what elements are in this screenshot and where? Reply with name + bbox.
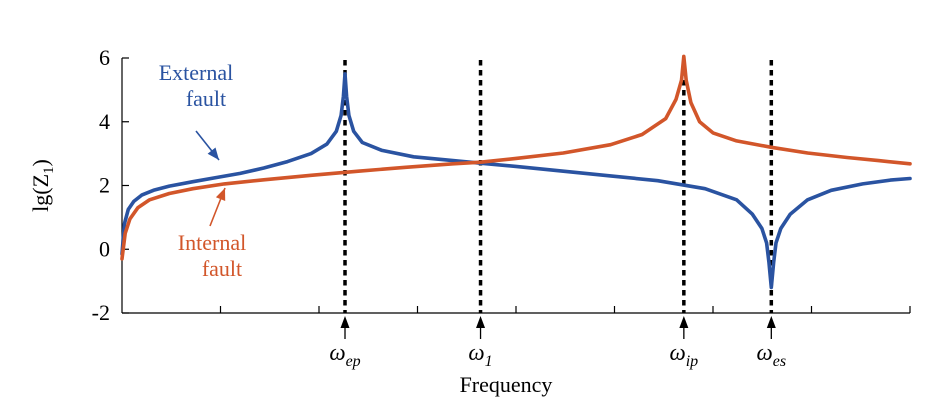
- external-fault-label-line: External: [159, 60, 234, 85]
- external-fault-label-line: fault: [186, 86, 226, 111]
- y-axis-label-subscript: 1: [41, 166, 57, 174]
- y-tick-label: -2: [92, 300, 110, 325]
- marker-label: ωep: [329, 340, 360, 370]
- marker-label-base: ω: [669, 340, 685, 365]
- external-fault-label: External fault: [159, 60, 234, 111]
- external-fault-line: [120, 72, 912, 290]
- x-axis-label: Frequency: [460, 372, 553, 397]
- x-ticks: [219, 306, 911, 313]
- y-axis-label: lg(Z1): [28, 159, 57, 212]
- marker-label-subscript: 1: [485, 353, 493, 370]
- marker-label-base: ω: [329, 340, 345, 365]
- y-axis-label-main: lg(Z: [28, 174, 53, 212]
- axes: -2 0 2 4 6: [92, 45, 911, 325]
- external-fault-arrow-head: [207, 147, 219, 160]
- marker-label: ω1: [468, 340, 492, 370]
- marker-label-base: ω: [468, 340, 484, 365]
- marker-arrow-head: [340, 316, 350, 328]
- marker-arrow-head: [679, 316, 689, 328]
- internal-fault-label: Internal fault: [178, 230, 246, 281]
- y-tick-label: 4: [99, 109, 110, 134]
- marker-label-subscript: ip: [686, 353, 698, 370]
- marker-label-base: ω: [757, 340, 773, 365]
- series-lines: [120, 54, 912, 290]
- marker-label: ωip: [669, 340, 698, 370]
- y-axis-label-close: ): [28, 159, 53, 166]
- internal-fault-label-line: Internal: [178, 230, 246, 255]
- marker-arrow-head: [766, 316, 776, 328]
- y-ticks: -2 0 2 4 6: [92, 45, 129, 325]
- y-tick-label: 2: [99, 173, 110, 198]
- marker-label-subscript: ep: [346, 353, 361, 370]
- internal-fault-label-line: fault: [202, 256, 242, 281]
- y-tick-label: 6: [99, 45, 110, 70]
- marker-label: ωes: [757, 340, 787, 370]
- internal-fault-line: [120, 54, 912, 261]
- y-tick-label: 0: [99, 236, 110, 261]
- marker-arrow-head: [476, 316, 486, 328]
- frequency-markers: ωep ω1 ωip ωes: [329, 60, 786, 370]
- internal-fault-arrow-head: [215, 188, 226, 201]
- marker-label-subscript: es: [773, 353, 786, 370]
